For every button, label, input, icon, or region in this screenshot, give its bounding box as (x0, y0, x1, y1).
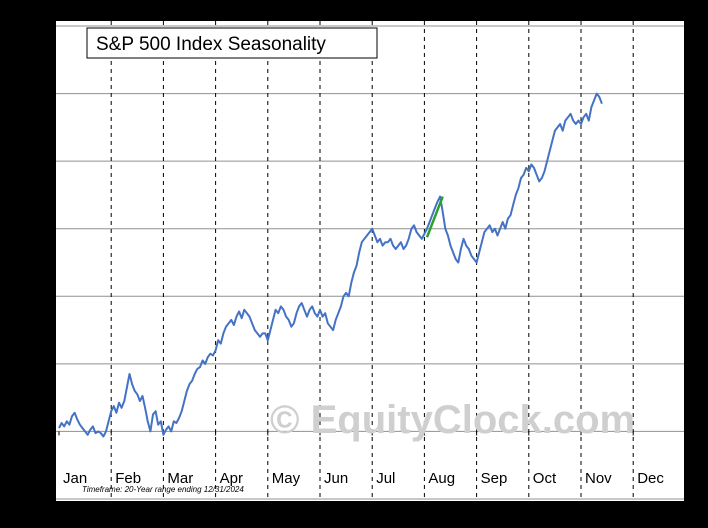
y-axis-tick-labels: 12.0% 10.0% 8.0% 6.0% 4.0% 2.0% 0.0% -2.0% (17, 21, 48, 506)
series-lines (58, 92, 603, 438)
y-tick-label: 0.0% (23, 426, 48, 438)
seasonal-average-line (58, 92, 603, 438)
y-tick-label: 4.0% (23, 291, 48, 303)
x-tick-label: Aug (428, 470, 455, 487)
y-tick-label: 6.0% (23, 224, 48, 236)
x-tick-label: Nov (585, 470, 612, 487)
y-tick-label: -2.0% (19, 494, 48, 506)
x-tick-label: Dec (637, 470, 664, 487)
y-tick-label: 12.0% (17, 21, 48, 33)
title-box (86, 27, 378, 59)
x-tick-label: Apr (220, 470, 243, 487)
x-tick-label: Oct (533, 470, 557, 487)
chart-title: S&P 500 Index Seasonality (96, 34, 326, 55)
x-tick-label: Sep (481, 470, 508, 487)
x-axis-tick-labels: Jan Feb Mar Apr May Jun Jul Aug Sep Oct Nov Dec (63, 470, 664, 487)
optimal-holding-period-line (425, 196, 444, 238)
watermark: © EquityClock.com (270, 398, 635, 442)
y-tick-label: 10.0% (17, 89, 48, 101)
gridlines (56, 21, 686, 501)
x-tick-label: Mar (167, 470, 193, 487)
x-tick-label: Jun (324, 470, 348, 487)
x-tick-label: Jan (63, 470, 87, 487)
timeframe-note: Timeframe: 20-Year range ending 12/31/20… (82, 485, 244, 494)
x-tick-label: Jul (376, 470, 395, 487)
x-tick-label: Feb (115, 470, 141, 487)
y-tick-label: 8.0% (23, 156, 48, 168)
x-tick-label: May (272, 470, 301, 487)
y-tick-label: 2.0% (23, 359, 48, 371)
